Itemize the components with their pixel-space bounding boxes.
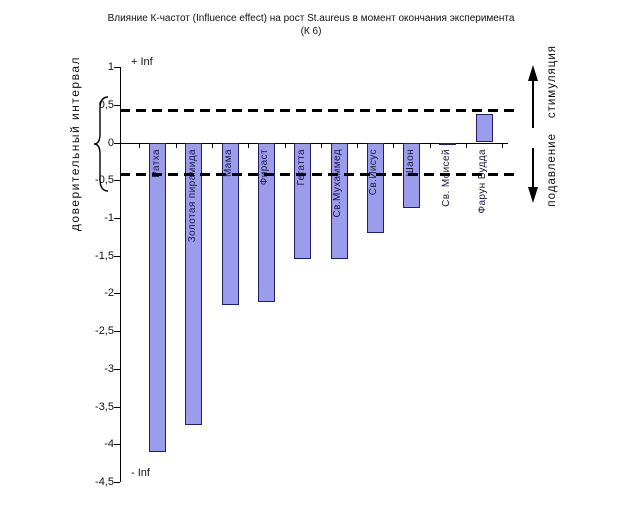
x-axis-line xyxy=(120,142,508,144)
x-tick xyxy=(248,142,250,148)
reference-dashed-line xyxy=(120,108,514,112)
y-tick xyxy=(114,104,120,106)
y-tick xyxy=(114,67,120,69)
down-arrow-icon xyxy=(528,148,538,203)
y-tick-label: -1,5 xyxy=(95,249,114,262)
x-tick xyxy=(393,142,395,148)
y-tick xyxy=(114,406,120,408)
direction-arrows-icon xyxy=(528,65,538,203)
bar xyxy=(330,142,348,260)
bar-label: Фарун Будда xyxy=(477,148,489,214)
bar xyxy=(475,113,493,143)
x-tick xyxy=(320,142,322,148)
x-tick xyxy=(357,142,359,148)
stimulation-label: стимуляция xyxy=(546,45,558,119)
y-tick xyxy=(114,293,120,295)
x-tick xyxy=(466,142,468,148)
x-tick xyxy=(211,142,213,148)
up-arrow-icon xyxy=(528,65,538,128)
bar-label: Золотая пирамида xyxy=(186,148,198,242)
y-tick-label: -3 xyxy=(104,362,114,375)
y-tick-label: 0 xyxy=(107,136,114,149)
y-tick-label: -0,5 xyxy=(95,174,114,187)
y-tick xyxy=(114,331,120,333)
x-tick xyxy=(429,142,431,148)
y-tick-label: 1 xyxy=(107,61,114,74)
neg-infinity-label: - Inf xyxy=(131,467,150,479)
bar xyxy=(149,142,166,452)
bar xyxy=(439,142,457,145)
chart-title-line2: (К 6) xyxy=(300,26,322,37)
confidence-brace-icon xyxy=(93,96,109,192)
y-tick-label: -3,5 xyxy=(95,400,114,413)
y-tick-label: -4,5 xyxy=(95,476,114,489)
bar xyxy=(294,142,312,260)
y-tick-label: 0,5 xyxy=(98,98,114,111)
y-tick-label: -2,5 xyxy=(95,325,114,338)
bar-label: Гегатта xyxy=(295,148,307,186)
bar-label: Мама xyxy=(223,148,235,177)
y-tick xyxy=(114,255,120,257)
x-tick xyxy=(502,142,504,148)
bar-label: Св.Иисус xyxy=(368,148,380,195)
y-tick-label: -2 xyxy=(104,287,114,300)
pos-infinity-label: + Inf xyxy=(131,56,153,68)
chart-title-line1: Влияние К-частот (Influence effect) на р… xyxy=(107,13,515,24)
y-tick-label: -1 xyxy=(104,211,114,224)
x-tick xyxy=(284,142,286,148)
y-axis-line xyxy=(120,67,121,482)
suppression-label: подавление xyxy=(546,133,558,207)
bar xyxy=(185,142,203,426)
x-tick xyxy=(175,142,177,148)
bar xyxy=(366,142,384,234)
x-tick xyxy=(139,142,141,148)
bar-label: Фираст xyxy=(259,148,271,185)
y-tick xyxy=(114,142,120,144)
y-tick xyxy=(114,368,120,370)
bar-label: Св. Моисей xyxy=(440,148,452,207)
y-tick xyxy=(114,217,120,219)
y-tick xyxy=(114,482,120,484)
y-tick-label: -4 xyxy=(104,438,114,451)
y-tick xyxy=(114,180,120,182)
bar-label: Св.Мухаммед xyxy=(332,148,343,218)
bar-label: Шаон xyxy=(404,148,416,176)
y-tick xyxy=(114,444,120,446)
reference-dashed-line xyxy=(120,173,514,177)
bar xyxy=(221,142,239,305)
bar xyxy=(257,142,275,303)
